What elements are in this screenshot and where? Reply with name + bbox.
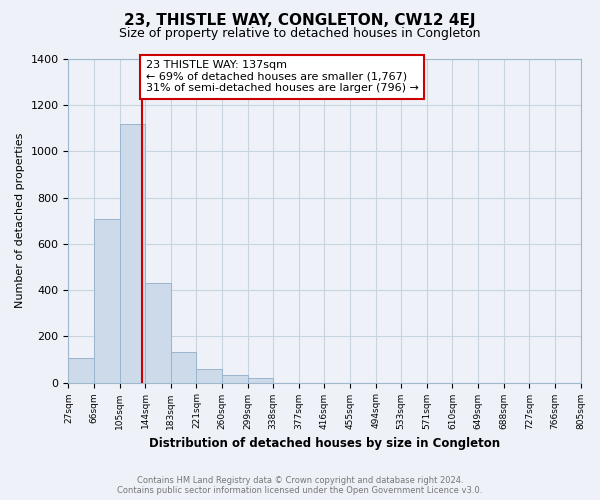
Y-axis label: Number of detached properties: Number of detached properties [15, 133, 25, 308]
Bar [196, 370, 222, 382]
Text: Size of property relative to detached houses in Congleton: Size of property relative to detached ho… [119, 28, 481, 40]
Text: Contains HM Land Registry data © Crown copyright and database right 2024.
Contai: Contains HM Land Registry data © Crown c… [118, 476, 482, 495]
Bar [145, 282, 171, 382]
Bar [248, 378, 273, 382]
Text: 23 THISTLE WAY: 137sqm
← 69% of detached houses are smaller (1,767)
31% of semi-: 23 THISTLE WAY: 137sqm ← 69% of detached… [146, 60, 419, 94]
X-axis label: Distribution of detached houses by size in Congleton: Distribution of detached houses by size … [149, 437, 500, 450]
Bar [119, 124, 145, 382]
Bar [68, 358, 94, 382]
Bar [94, 219, 119, 382]
Bar [171, 352, 196, 382]
Bar [222, 375, 248, 382]
Text: 23, THISTLE WAY, CONGLETON, CW12 4EJ: 23, THISTLE WAY, CONGLETON, CW12 4EJ [124, 12, 476, 28]
